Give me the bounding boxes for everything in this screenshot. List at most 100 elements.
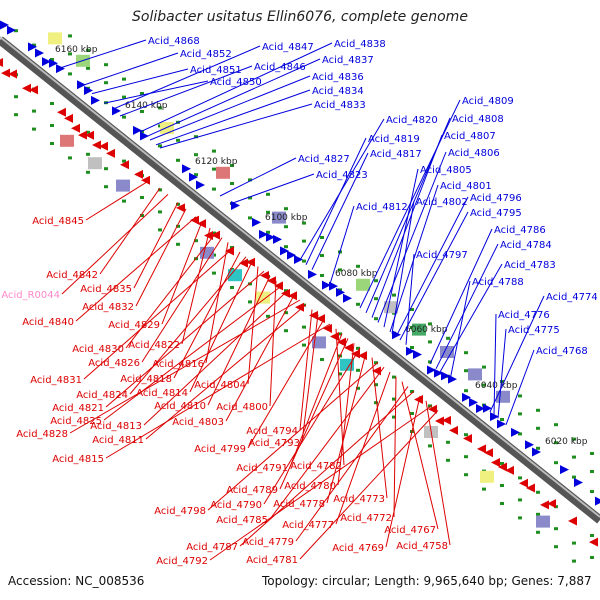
plus-strand-arrow [287,250,296,260]
scale-label: 6020 kbp [545,437,588,447]
gene-label: Acid_4777 [282,520,334,531]
tick-mark [266,314,270,318]
plus-strand-arrow [483,403,492,413]
gene-label: Acid_4814 [136,388,188,399]
tick-mark [212,149,216,153]
protein-domain-box [228,269,242,282]
gene-leader-line [289,333,343,468]
gene-label: Acid_4768 [536,346,588,357]
gene-label: Acid_4845 [32,216,84,227]
gene-label: Acid_4828 [16,429,68,440]
tick-mark [410,308,414,311]
gene-leader-line [219,157,297,197]
tick-mark [536,408,540,412]
gene-leader-line [489,295,545,413]
gene-leader-line [149,75,311,141]
tick-mark [86,48,90,52]
gene-label: Acid_4837 [322,55,374,66]
minus-strand-arrow [484,448,493,458]
plus-strand-arrow [77,80,86,90]
tick-mark [338,268,342,272]
gene-leader-line [119,65,253,117]
plus-strand-arrow [560,465,569,475]
gene-label: Acid_4792 [156,556,208,567]
gene-label: Acid_4783 [504,260,556,271]
tick-mark [410,390,414,393]
gene-leader-line [301,314,319,443]
plus-strand-arrow [42,57,51,67]
genome-summary: Topology: circular; Length: 9,965,640 bp… [262,574,592,588]
tick-mark [212,167,216,171]
protein-domain-box [216,166,230,179]
gene-label: Acid_4836 [312,72,364,83]
map-title: Solibacter usitatus Ellin6076, complete … [132,9,468,25]
tick-mark [68,72,72,76]
tick-mark [284,329,288,333]
plus-strand-arrow [595,496,600,506]
tick-mark [356,302,360,306]
plus-strand-arrow [427,365,436,375]
minus-strand-arrow [106,148,115,158]
gene-label: Acid_4806 [448,148,500,159]
gene-label: Acid_4796 [470,193,522,204]
gene-label: Acid_4826 [88,358,140,369]
tick-mark [590,534,594,537]
tick-mark [428,322,432,326]
gene-leader-line [393,376,397,518]
tick-mark [248,216,252,220]
gene-leader-line [326,352,367,504]
tick-mark [446,336,450,340]
minus-strand-arrow [435,416,444,426]
gene-label: Acid_4821 [52,403,104,414]
gene-label: Acid_4810 [154,401,206,412]
gene-label: Acid_4838 [334,39,386,50]
tick-mark [176,202,180,206]
gene-label: Acid_4805 [420,165,472,176]
gene-label: Acid_4801 [440,181,492,192]
scale-label: 6160 kbp [55,45,98,55]
scale-label: 6060 kbp [405,325,448,335]
tick-mark [518,394,522,398]
tick-mark [50,102,54,105]
gene-leader-line [207,362,379,511]
plus-strand-arrow [280,246,289,256]
gene-label: Acid_4832 [82,302,134,313]
plus-strand-arrow [28,42,37,52]
tick-mark [68,34,72,38]
tick-mark [554,527,558,531]
minus-strand-arrow [449,425,458,435]
minus-strand-arrow [547,499,556,509]
plus-strand-arrow [84,86,93,96]
tick-mark [32,109,36,113]
gene-label: Acid_4788 [472,277,524,288]
plus-strand-arrow [413,349,422,359]
tick-mark [176,138,180,142]
minus-strand-arrow [120,160,129,170]
tick-mark [284,225,288,229]
protein-domain-box [536,515,550,528]
gene-leader-line [337,343,355,486]
gene-leader-line [263,347,361,505]
tick-mark [158,210,162,214]
gene-label: Acid_4812 [356,202,408,213]
tick-mark [302,343,306,347]
minus-strand-arrow [99,141,108,151]
plus-strand-arrow [266,232,275,242]
tick-mark [572,437,576,441]
gene-label: Acid_4767 [384,525,436,536]
protein-domain-box [412,323,426,336]
tick-mark [194,239,198,243]
protein-domain-box [356,278,370,291]
plus-strand-arrow [322,280,331,290]
gene-leader-line [439,263,503,373]
plus-strand-arrow [490,412,499,422]
minus-strand-arrow [92,140,101,150]
gene-leader-line [81,52,179,87]
gene-label: Acid_4800 [216,402,268,413]
gene-label: Acid_4798 [154,506,206,517]
gene-leader-line [143,290,289,426]
plus-strand-arrow [406,346,415,356]
gene-leader-line [401,381,439,530]
gene-leader-line [247,318,325,449]
